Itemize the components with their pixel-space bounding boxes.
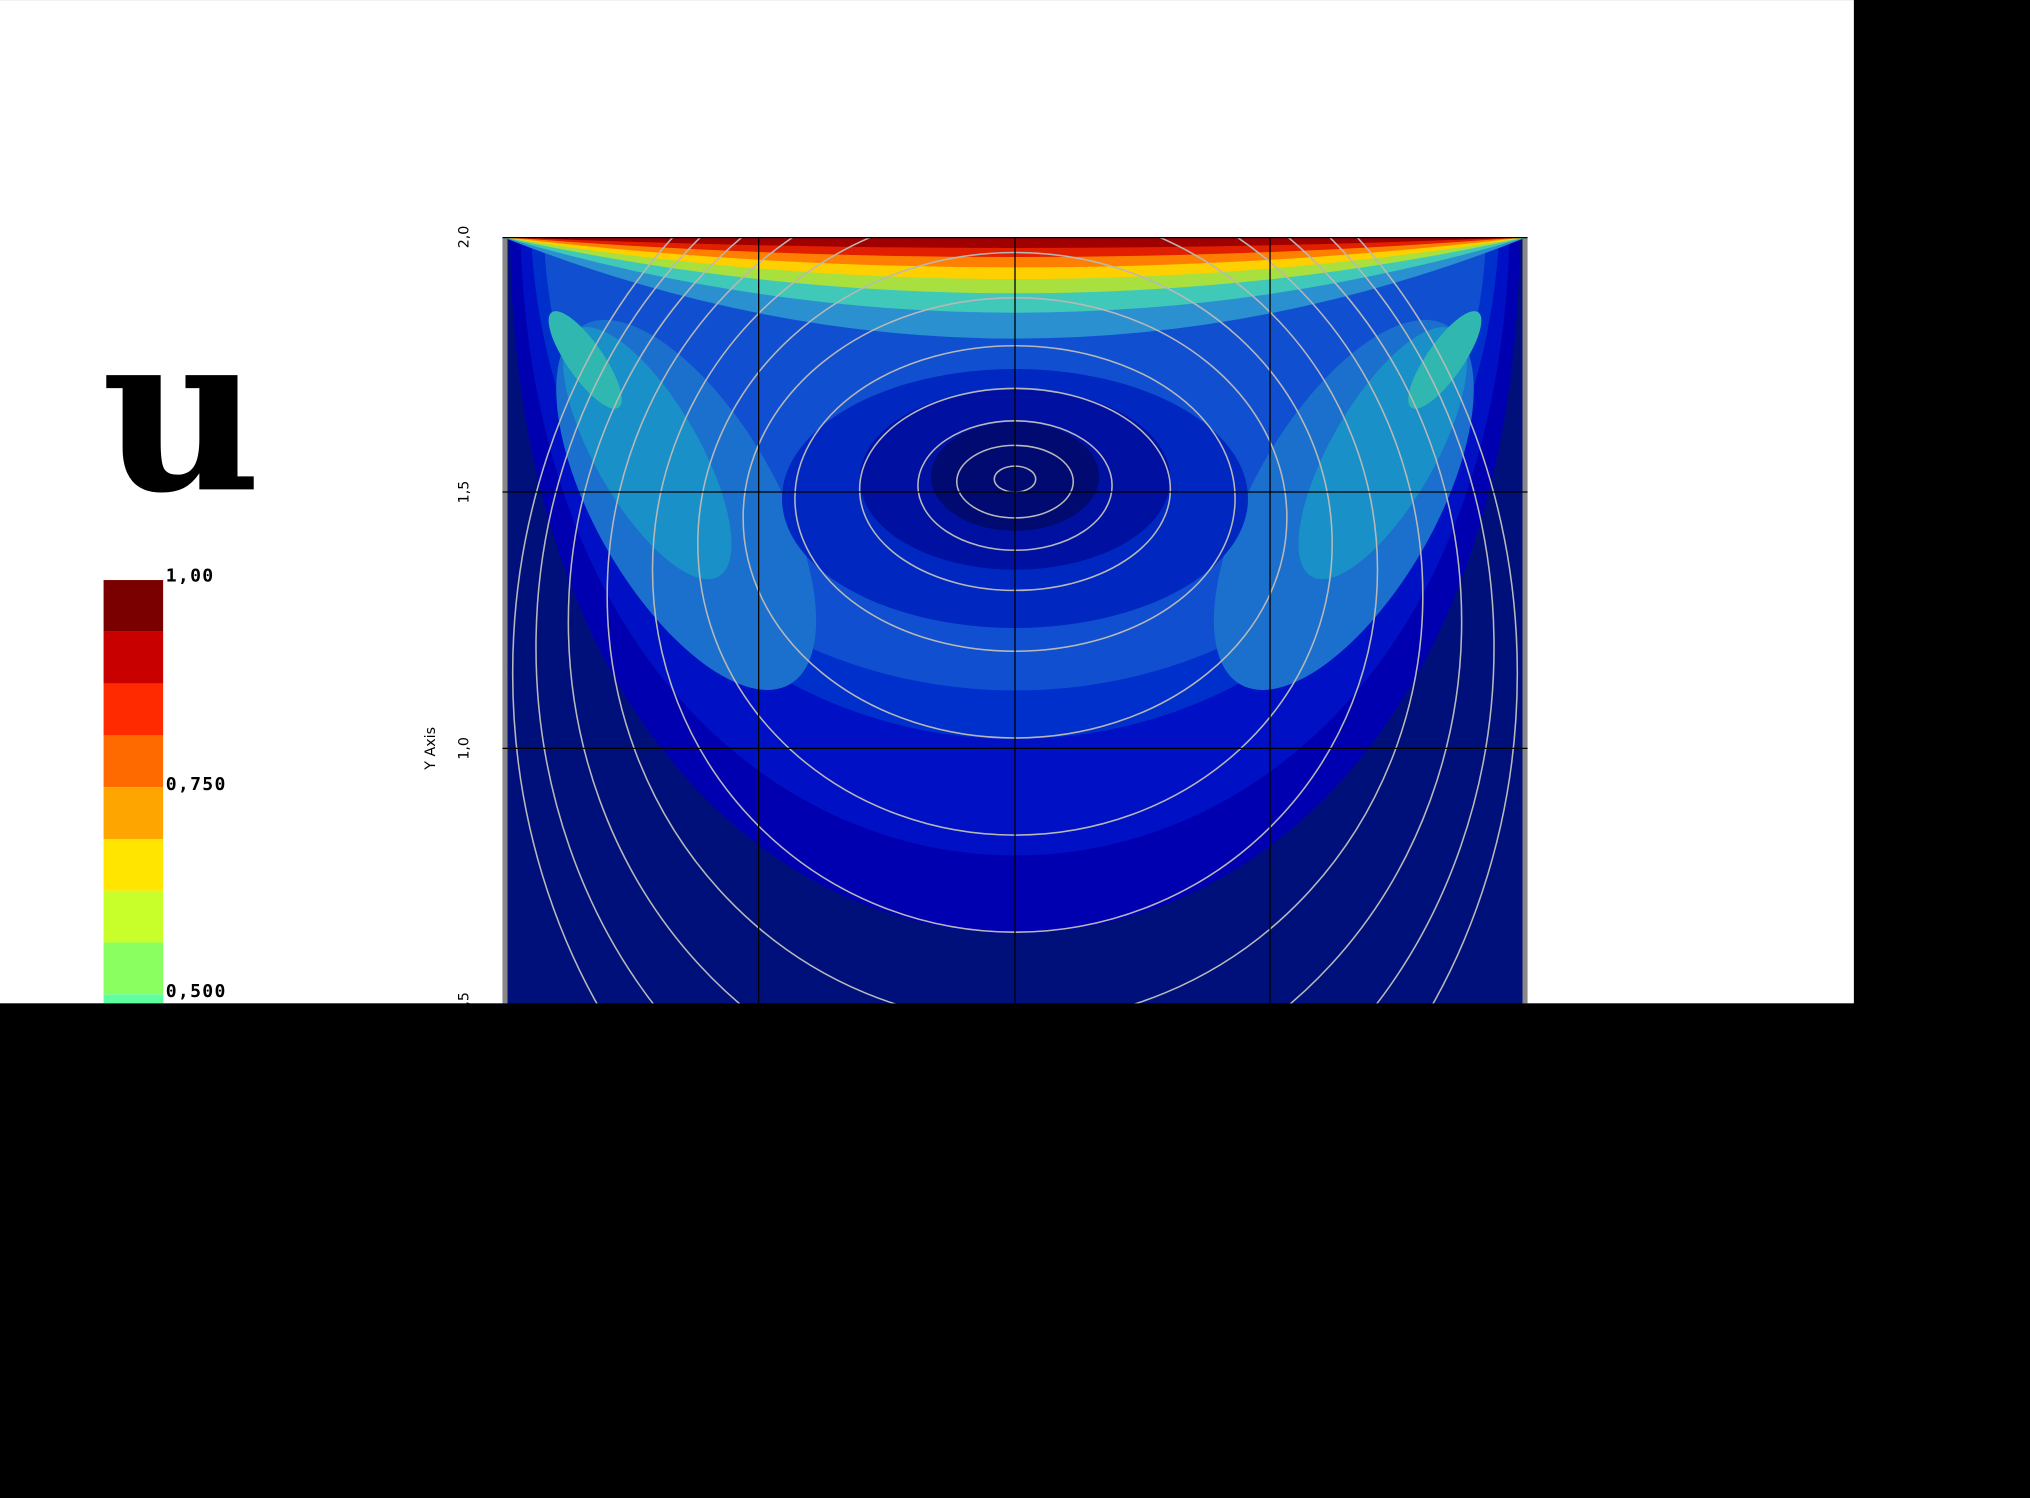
- streamline: [512, 236, 1518, 1014]
- contour-band: [1408, 311, 1482, 409]
- contour-band: [548, 311, 622, 409]
- grid: [502, 236, 1528, 1014]
- streamline: [535, 236, 1495, 1014]
- streamline: [567, 236, 1463, 1014]
- y-tick-label: 2,0: [457, 226, 473, 249]
- y-axis: 2,0 1,5 1,0 0,5 Y Axis: [423, 226, 473, 1015]
- colorbar-label: 0,500: [166, 981, 227, 1002]
- colorbar-swatch: [103, 631, 164, 684]
- y-axis-label: Y Axis: [423, 727, 439, 771]
- colorbar-swatch: [103, 838, 164, 891]
- field-title: u: [101, 282, 261, 541]
- black-panel: [0, 1003, 2030, 1498]
- colorbar-swatch: [103, 787, 164, 839]
- colorbar-swatch: [103, 735, 164, 788]
- y-tick-label: 1,0: [457, 737, 473, 760]
- streamline: [606, 236, 1424, 1014]
- colorbar-swatch: [103, 580, 164, 632]
- colorbar: 1,00 0,750 0,500: [103, 565, 227, 1008]
- colorbar-swatch: [103, 942, 164, 995]
- colorbar-swatch: [103, 890, 164, 943]
- colorbar-label: 0,750: [166, 774, 227, 795]
- colorbar-label: 1,00: [166, 565, 215, 586]
- colorbar-swatch: [103, 683, 164, 736]
- y-tick-label: 1,5: [457, 481, 473, 504]
- contour-plot: [502, 236, 1528, 1014]
